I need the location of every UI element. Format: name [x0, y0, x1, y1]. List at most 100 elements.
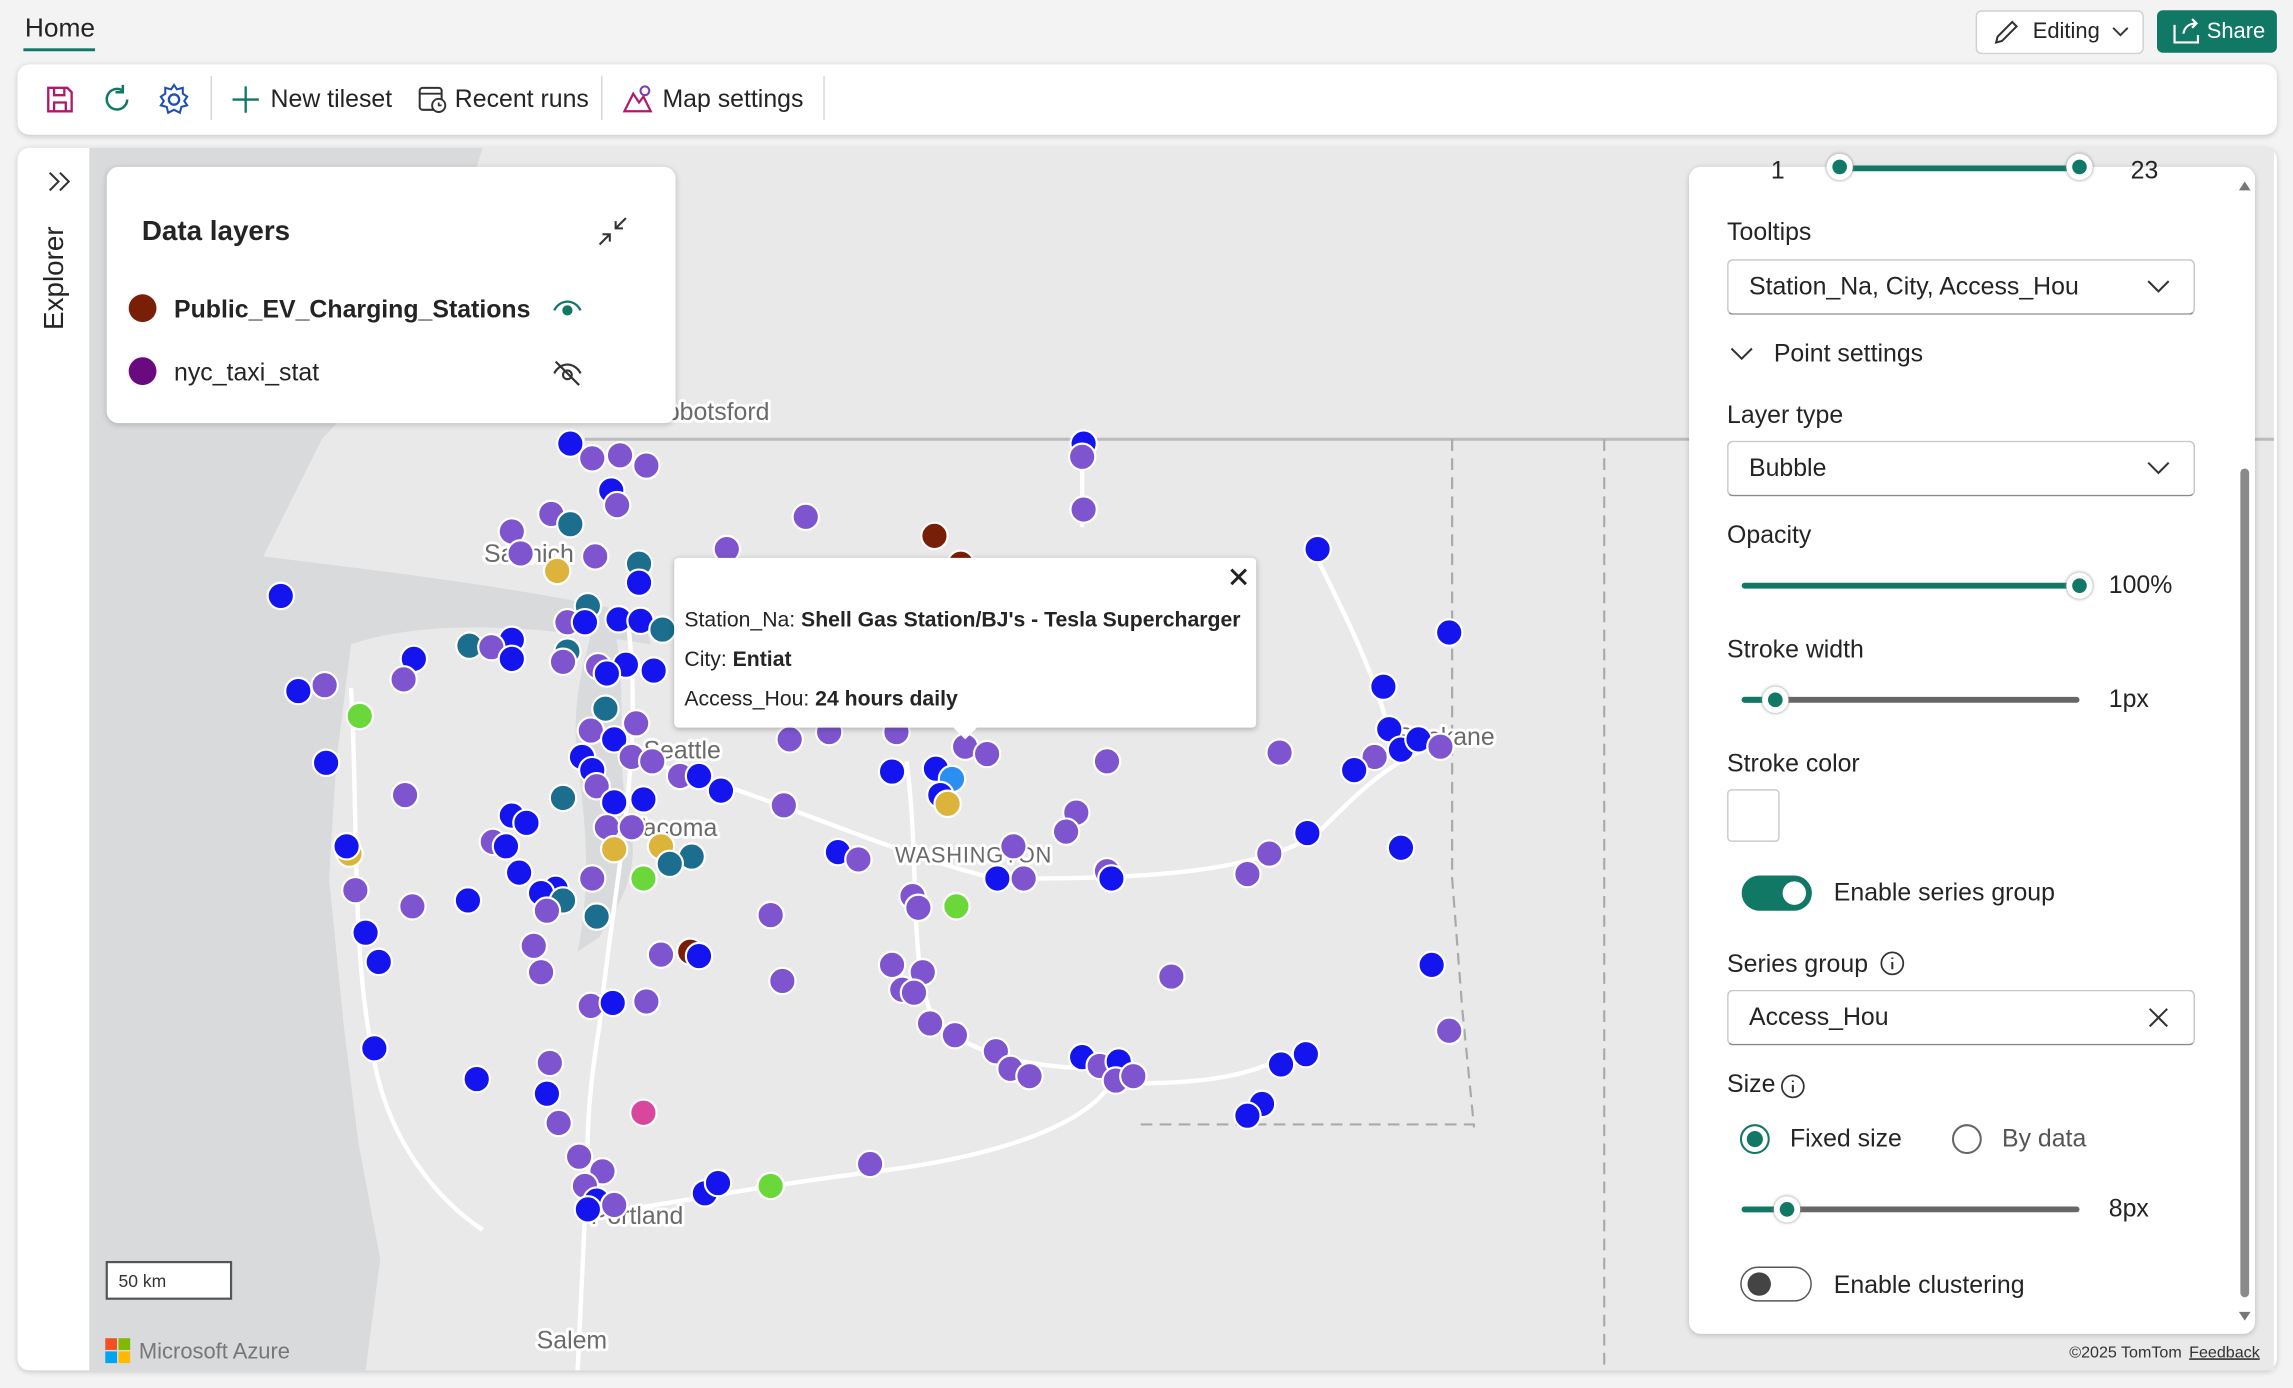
radio[interactable]: [1951, 1123, 1983, 1155]
station-marker[interactable]: [629, 785, 658, 814]
station-marker[interactable]: [639, 656, 668, 685]
station-marker[interactable]: [578, 444, 607, 473]
station-marker[interactable]: [629, 864, 658, 893]
refresh-icon[interactable]: [101, 83, 133, 115]
station-marker[interactable]: [504, 858, 534, 887]
station-marker[interactable]: [1339, 755, 1369, 785]
station-marker[interactable]: [904, 893, 933, 923]
station-marker[interactable]: [855, 1149, 885, 1179]
map-settings[interactable]: Map settings: [662, 84, 804, 113]
toggle-off[interactable]: [1740, 1266, 1812, 1302]
station-marker[interactable]: [582, 771, 611, 801]
station-marker[interactable]: [390, 780, 420, 810]
station-marker[interactable]: [632, 987, 661, 1016]
section-header[interactable]: Point settings: [1773, 339, 1924, 368]
station-marker[interactable]: [573, 1195, 603, 1224]
station-marker[interactable]: [1417, 950, 1446, 980]
station-marker[interactable]: [526, 957, 556, 987]
feedback[interactable]: Feedback: [2189, 1343, 2261, 1361]
station-marker[interactable]: [1233, 1101, 1262, 1130]
close-icon[interactable]: [1228, 567, 1248, 587]
station-marker[interactable]: [1051, 817, 1081, 846]
station-marker[interactable]: [1266, 1050, 1296, 1079]
station-marker[interactable]: [506, 539, 535, 568]
station-marker[interactable]: [1434, 618, 1464, 647]
station-marker[interactable]: [684, 941, 714, 971]
expand-icon[interactable]: [45, 168, 74, 194]
slider-thumb[interactable]: [1762, 686, 1789, 714]
station-marker[interactable]: [972, 739, 1002, 769]
station-marker[interactable]: [624, 568, 654, 598]
station-marker[interactable]: [940, 1020, 970, 1050]
station-marker[interactable]: [1291, 1039, 1321, 1069]
station-marker[interactable]: [1255, 839, 1284, 868]
station-marker[interactable]: [582, 902, 611, 931]
station-marker[interactable]: [599, 788, 629, 817]
editing-button[interactable]: Editing: [1975, 10, 2144, 55]
station-marker[interactable]: [933, 789, 962, 819]
station-marker[interactable]: [491, 831, 521, 861]
station-marker[interactable]: [629, 1098, 658, 1128]
station-marker[interactable]: [877, 757, 907, 786]
layer-type-dropdown[interactable]: Bubble: [1727, 440, 2196, 497]
station-marker[interactable]: [646, 940, 676, 969]
station-marker[interactable]: [1265, 738, 1294, 767]
tooltips-dropdown[interactable]: Station_Na, City, Access_Hou: [1727, 259, 2196, 315]
station-marker[interactable]: [1293, 818, 1322, 848]
station-marker[interactable]: [1067, 442, 1097, 472]
tab[interactable]: Home: [24, 13, 96, 43]
station-marker[interactable]: [532, 1079, 562, 1108]
station-marker[interactable]: [398, 892, 427, 921]
station-marker[interactable]: [756, 900, 785, 930]
station-marker[interactable]: [899, 978, 929, 1007]
station-marker[interactable]: [1157, 962, 1186, 991]
new-tileset[interactable]: New tileset: [270, 84, 393, 113]
station-marker[interactable]: [605, 441, 635, 470]
station-marker[interactable]: [648, 615, 677, 644]
station-marker[interactable]: [310, 670, 339, 700]
station-marker[interactable]: [542, 556, 572, 586]
station-marker[interactable]: [1386, 833, 1416, 863]
color-swatch[interactable]: [1727, 789, 1780, 842]
station-marker[interactable]: [599, 1190, 629, 1220]
toggle-on[interactable]: [1741, 875, 1812, 911]
station-marker[interactable]: [311, 748, 341, 778]
station-marker[interactable]: [655, 849, 685, 879]
station-marker[interactable]: [844, 845, 873, 874]
station-marker[interactable]: [284, 676, 313, 706]
station-marker[interactable]: [915, 1009, 945, 1038]
station-marker[interactable]: [1015, 1061, 1044, 1091]
station-marker[interactable]: [1119, 1061, 1148, 1091]
station-marker[interactable]: [599, 725, 629, 754]
station-marker[interactable]: [556, 429, 585, 458]
station-marker[interactable]: [1009, 864, 1038, 893]
station-marker[interactable]: [548, 783, 578, 813]
station-marker[interactable]: [351, 918, 380, 947]
station-marker[interactable]: [1360, 742, 1389, 772]
station-marker[interactable]: [621, 709, 651, 738]
station-marker[interactable]: [519, 931, 549, 961]
station-marker[interactable]: [775, 725, 804, 754]
station-marker[interactable]: [1097, 864, 1126, 893]
explorer-label[interactable]: Explorer: [39, 226, 71, 330]
station-marker[interactable]: [598, 988, 627, 1018]
station-marker[interactable]: [599, 834, 629, 864]
info-icon[interactable]: [1879, 950, 1905, 976]
station-marker[interactable]: [360, 1034, 389, 1063]
station-marker[interactable]: [942, 892, 971, 921]
chevron[interactable]: [1730, 347, 1753, 362]
slider-thumb[interactable]: [1773, 1196, 1801, 1223]
visible-icon[interactable]: [551, 294, 583, 323]
thumb[interactable]: [2066, 153, 2093, 181]
station-marker[interactable]: [877, 950, 907, 980]
station-marker[interactable]: [1233, 859, 1262, 889]
station-marker[interactable]: [999, 831, 1028, 861]
station-marker[interactable]: [341, 875, 370, 905]
station-marker[interactable]: [1434, 1016, 1464, 1046]
layer-name[interactable]: Public_EV_Charging_Stations: [174, 295, 531, 324]
station-marker[interactable]: [1069, 495, 1098, 524]
station-marker[interactable]: [592, 659, 622, 688]
station-marker[interactable]: [345, 701, 375, 731]
station-marker[interactable]: [548, 647, 578, 677]
station-marker[interactable]: [580, 542, 610, 571]
